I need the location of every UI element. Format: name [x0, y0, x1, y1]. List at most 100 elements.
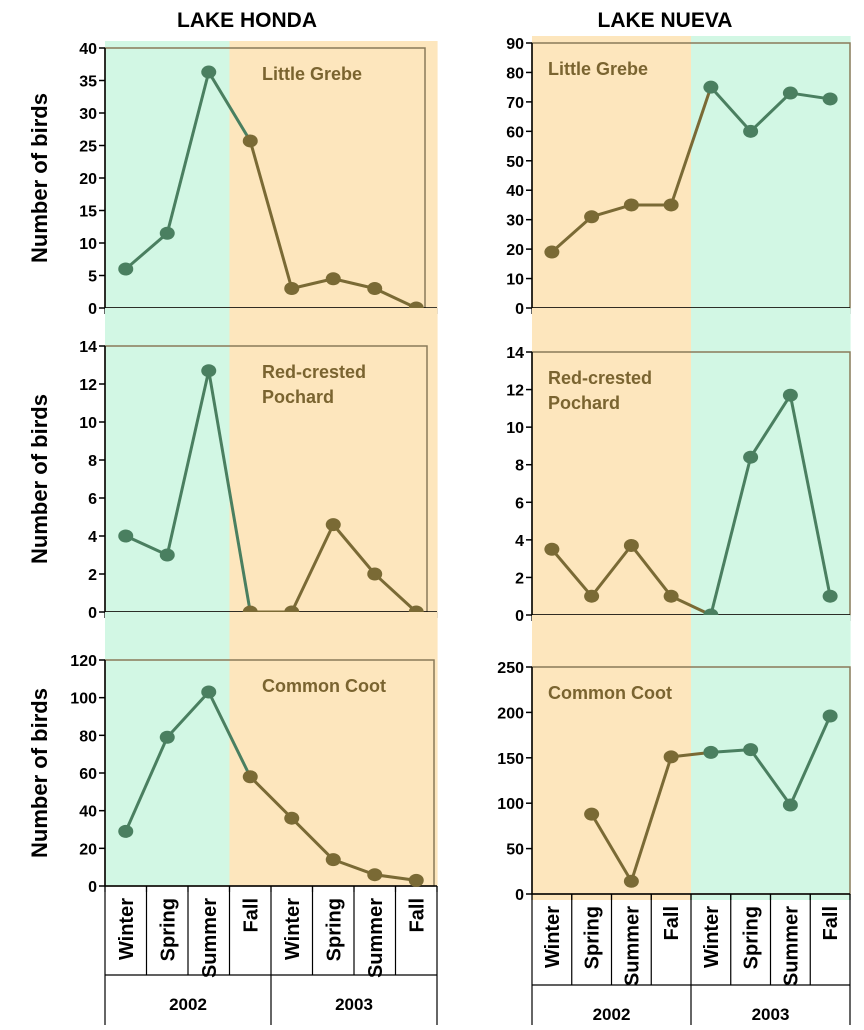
data-point — [325, 518, 341, 532]
y-tick-label: 2 — [515, 570, 524, 587]
series-segment — [550, 215, 593, 254]
y-tick-label: 4 — [88, 529, 97, 546]
shade-band — [810, 615, 851, 900]
y-tick-label: 50 — [506, 154, 524, 171]
shade-band — [611, 308, 652, 615]
data-point — [743, 743, 759, 757]
y-tick-label: 0 — [515, 301, 524, 318]
shade-band — [810, 36, 851, 308]
shade-band — [271, 308, 314, 612]
y-tick-label: 100 — [70, 691, 97, 708]
data-point — [118, 824, 134, 838]
panel-title: Little Grebe — [548, 59, 648, 79]
y-axis-label: Number of birds — [27, 93, 52, 263]
panel-3: 0 10 20 30 40 50 60 70 80 90 Little Grebe — [506, 36, 851, 318]
series-segment — [290, 523, 335, 613]
data-point — [544, 542, 560, 556]
series-segment — [207, 691, 252, 778]
y-tick-label: 35 — [79, 74, 97, 91]
y-tick-label: 80 — [79, 728, 97, 745]
y-tick-label: 10 — [79, 415, 97, 432]
series-segment — [332, 523, 376, 575]
series-segment — [550, 548, 593, 598]
series-segment — [207, 71, 252, 142]
shade-band — [571, 615, 613, 900]
y-tick-label: 80 — [506, 65, 524, 82]
x-category-label: Fall — [240, 898, 262, 932]
series-segment — [709, 86, 752, 133]
y-tick-label: 10 — [506, 420, 524, 437]
x-category-label: Summer — [365, 898, 387, 978]
x-category-label: Winter — [116, 898, 138, 960]
panel-title-line: Common Coot — [262, 676, 386, 696]
shade-band — [312, 308, 355, 612]
panel-title: Red-crested Pochard — [262, 362, 366, 407]
y-tick-label: 50 — [506, 842, 524, 859]
shade-band — [651, 308, 692, 615]
x-category-label: Winter — [542, 906, 564, 968]
shade-band — [611, 36, 652, 308]
shade-band — [188, 41, 231, 308]
y-tick-label: 40 — [79, 41, 97, 58]
panel-1: 0 2 4 6 8 10 12 14 Number of birds Red-crested Poc… — [27, 308, 438, 622]
shade-band — [810, 308, 851, 615]
x-category-label: Spring — [741, 906, 763, 969]
y-tick-label: 2 — [88, 567, 97, 584]
year-label: 2003 — [335, 995, 373, 1014]
shade-band — [146, 612, 189, 886]
data-point — [201, 364, 217, 378]
shade-band — [571, 308, 613, 615]
data-point — [367, 868, 383, 882]
y-tick-label: 60 — [79, 766, 97, 783]
data-point — [159, 730, 175, 744]
data-point — [822, 709, 838, 723]
series-segment — [749, 394, 792, 459]
data-point — [623, 538, 639, 552]
series-segment — [249, 775, 293, 820]
data-point — [118, 262, 134, 276]
shade-band — [691, 308, 732, 615]
y-tick-label: 200 — [497, 705, 524, 722]
y-tick-label: 40 — [506, 183, 524, 200]
x-category-label: Summer — [780, 906, 802, 986]
shade-band — [271, 612, 314, 886]
shade-band — [691, 36, 732, 308]
series-segment — [590, 544, 633, 598]
series-segment — [749, 748, 792, 806]
y-tick-label: 14 — [506, 345, 524, 362]
shade-band — [651, 36, 692, 308]
y-tick-label: 20 — [506, 242, 524, 259]
year-label: 2003 — [752, 1005, 790, 1024]
shade-band — [770, 615, 811, 900]
shade-band — [770, 36, 811, 308]
shade-band — [571, 36, 613, 308]
panel-title: Common Coot — [262, 676, 386, 696]
y-tick-label: 6 — [515, 495, 524, 512]
x-category-label: Spring — [582, 906, 604, 969]
y-tick-label: 30 — [79, 106, 97, 123]
shade-band — [395, 612, 438, 886]
panel-title-line: Little Grebe — [262, 64, 362, 84]
series-segment — [290, 817, 335, 861]
y-tick-label: 0 — [88, 879, 97, 896]
panel-title-line: Common Coot — [548, 683, 672, 703]
data-point — [623, 874, 639, 888]
shade-band — [532, 615, 573, 900]
y-tick-label: 20 — [79, 841, 97, 858]
series-segment — [590, 813, 633, 883]
data-point — [325, 272, 341, 286]
y-axis-label: Number of birds — [27, 688, 52, 858]
data-point — [584, 210, 600, 224]
data-point — [159, 548, 175, 562]
data-point — [782, 388, 798, 402]
year-label: 2002 — [593, 1005, 631, 1024]
y-tick-label: 15 — [79, 204, 97, 221]
shade-band — [271, 41, 314, 308]
x-category-label: Winter — [701, 906, 723, 968]
data-point — [201, 685, 217, 699]
series-segment — [124, 232, 169, 271]
series-segment — [166, 691, 210, 739]
shade-band — [146, 308, 189, 612]
y-tick-label: 100 — [497, 796, 524, 813]
